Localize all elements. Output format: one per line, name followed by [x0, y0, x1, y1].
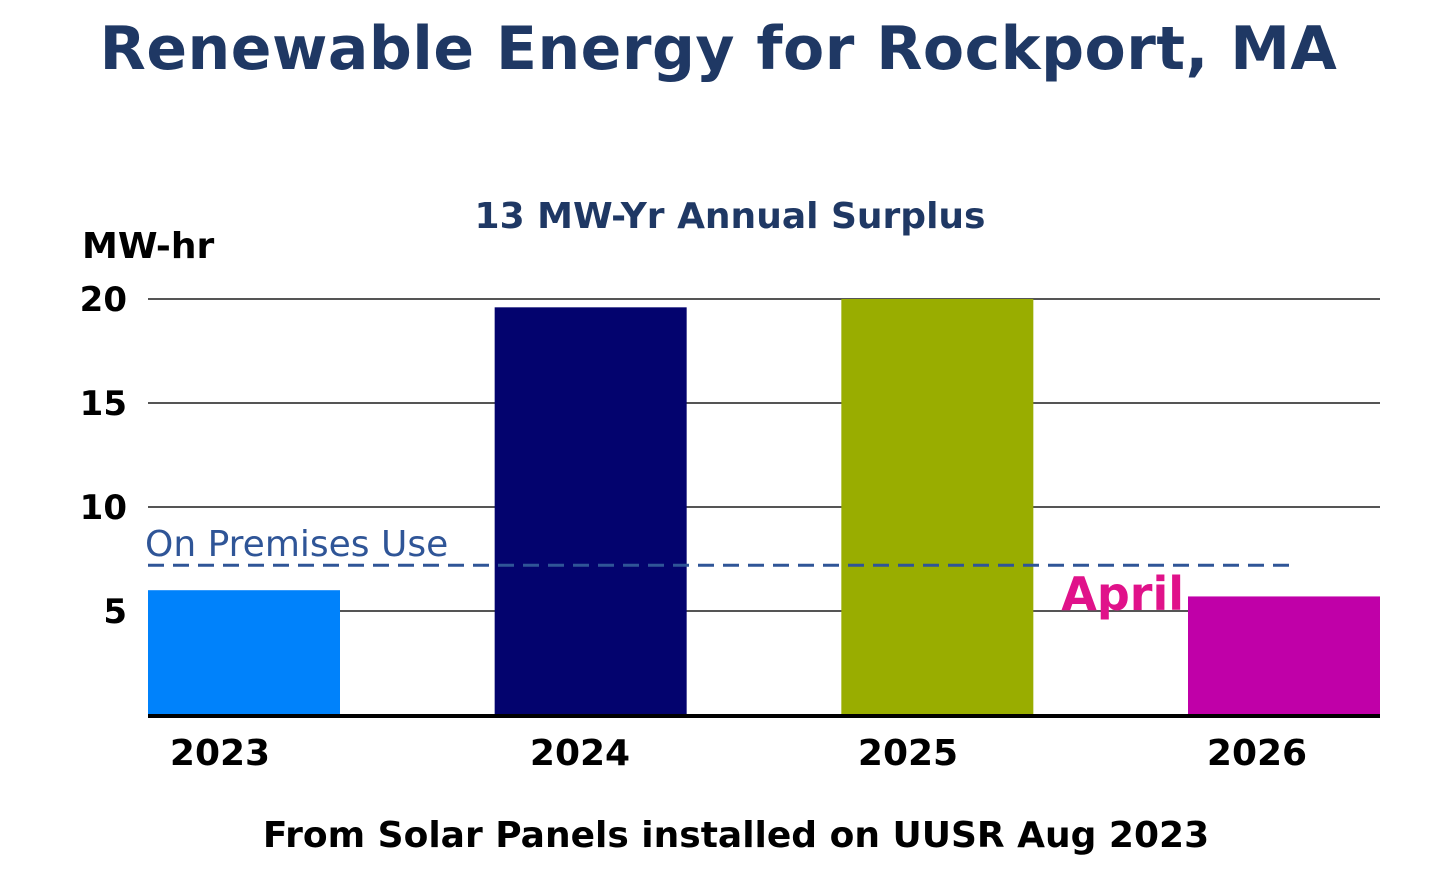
bar-2023 [148, 590, 340, 715]
bar-2026 [1188, 596, 1380, 715]
chart-title: Renewable Energy for Rockport, MA [99, 14, 1338, 84]
bars [148, 299, 1380, 715]
y-tick-label: 5 [103, 592, 127, 632]
chart-subtitle: 13 MW-Yr Annual Surplus [475, 196, 986, 237]
y-tick-label: 20 [80, 280, 127, 320]
bar-2024 [494, 307, 687, 715]
y-tick-label: 10 [80, 488, 127, 528]
x-tick-label-2024: 2024 [530, 733, 630, 774]
bar-2025 [841, 299, 1034, 715]
y-axis-label: MW-hr [82, 226, 214, 267]
x-tick-label-2026: 2026 [1207, 733, 1307, 774]
gridlines [148, 298, 1380, 612]
x-tick-label-2023: 2023 [170, 733, 270, 774]
y-tick-label: 15 [80, 384, 127, 424]
x-tick-label-2025: 2025 [858, 733, 958, 774]
reference-line-label: On Premises Use [145, 524, 448, 565]
annotation-april: April [1061, 567, 1184, 621]
y-tick-labels: 5 10 15 20 [80, 280, 127, 632]
chart-footer: From Solar Panels installed on UUSR Aug … [263, 815, 1209, 856]
x-tick-labels: 2023 2024 2025 2026 [170, 733, 1307, 774]
